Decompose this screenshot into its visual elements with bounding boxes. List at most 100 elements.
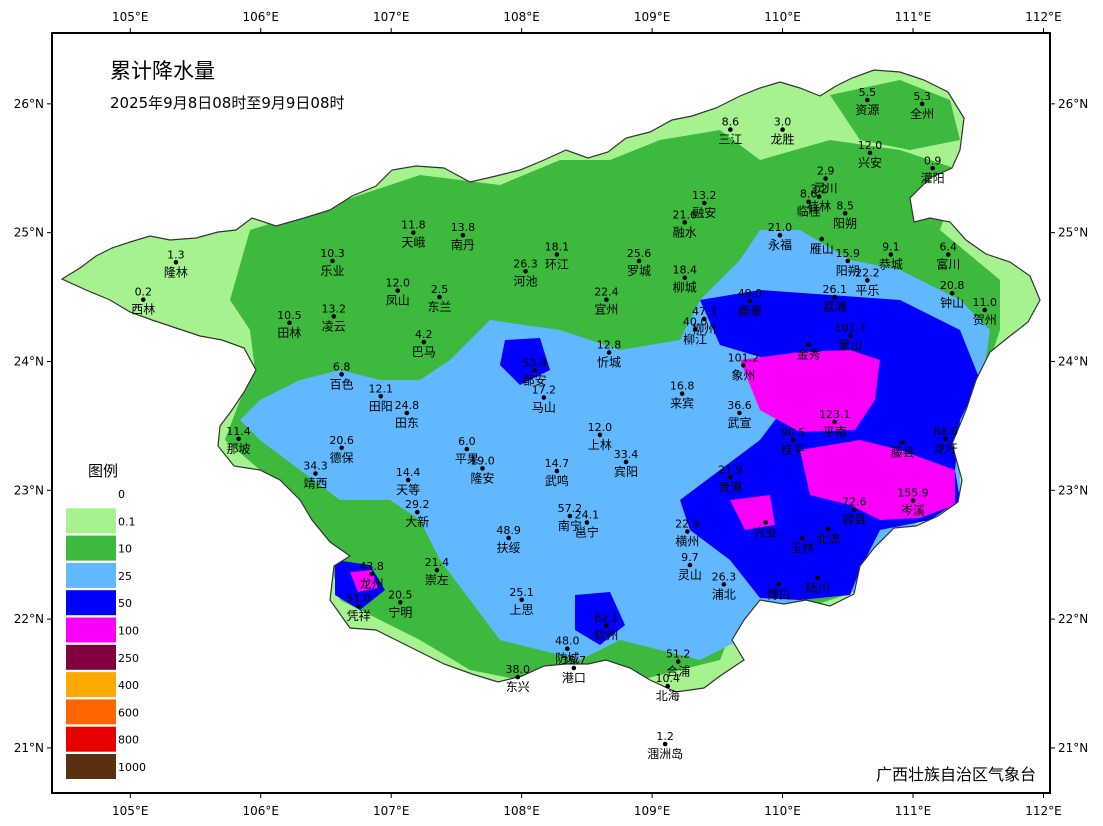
legend-label: 25 xyxy=(118,570,132,583)
station-value: 48.0 xyxy=(555,635,580,648)
station: 2.5 东兰 xyxy=(427,283,451,314)
station: 26.1 荔浦 xyxy=(822,283,847,314)
station-name: 横州 xyxy=(675,535,699,549)
station-dot xyxy=(865,278,870,283)
station: 72.6 容县 xyxy=(842,496,867,527)
station-name: 钟山 xyxy=(940,295,964,310)
station-name: 乐业 xyxy=(320,264,344,278)
station: 10.3 乐业 xyxy=(320,247,345,278)
station-dot xyxy=(236,436,241,442)
station: 11.4 那坡 xyxy=(226,425,251,456)
station-name: 田林 xyxy=(277,326,301,340)
station-name: 临桂 xyxy=(797,204,821,219)
station-dot xyxy=(910,498,916,503)
station-name: 灵川 xyxy=(814,182,838,196)
station-dot xyxy=(506,535,511,541)
station-name: 南宁 xyxy=(558,518,582,533)
station: 5.5 资源 xyxy=(855,86,879,117)
station: 11.0 贺州 xyxy=(973,296,998,327)
station-dot xyxy=(173,259,179,265)
station-name: 阳朔 xyxy=(833,215,857,230)
station-name: 富川 xyxy=(936,257,960,272)
station-value: 10.4 xyxy=(656,672,681,685)
station-name: 马山 xyxy=(532,401,556,415)
station-value: 18.4 xyxy=(672,264,697,277)
station: 40.0 柳江 xyxy=(683,315,708,346)
station: 0.9 灌阳 xyxy=(921,154,945,185)
station-dot xyxy=(414,509,420,515)
station: 25.6 罗城 xyxy=(627,247,652,278)
station: 12.8 忻城 xyxy=(597,338,622,369)
station: 38.0 东兴 xyxy=(505,663,530,694)
station: 6.4 富川 xyxy=(936,241,960,272)
station-value: 14.4 xyxy=(396,466,421,479)
station-name: 南丹 xyxy=(451,237,475,252)
station-dot xyxy=(737,410,742,416)
station-name: 龙州 xyxy=(360,577,384,591)
station-value: 11.8 xyxy=(401,219,426,232)
legend-label: 600 xyxy=(118,706,139,719)
station-name: 东兴 xyxy=(506,680,530,694)
station-name: 融安 xyxy=(692,205,716,220)
station-name: 巴马 xyxy=(412,345,436,359)
station-name: 贺州 xyxy=(973,313,997,327)
station-name: 岑溪 xyxy=(901,504,925,518)
station: 26.3 河池 xyxy=(513,257,538,288)
legend-label: 0.1 xyxy=(118,515,136,528)
station-dot xyxy=(845,258,851,264)
station-dot xyxy=(949,290,955,296)
station-name: 天等 xyxy=(396,483,420,497)
station-dot xyxy=(747,298,753,304)
lon-label-bottom: 111°E xyxy=(895,804,932,818)
station-dot xyxy=(339,372,344,377)
station-dot xyxy=(571,665,577,671)
map-frame xyxy=(51,32,1051,794)
lat-label-left: 21°N xyxy=(14,741,44,755)
station: 10.4 北海 xyxy=(656,672,681,703)
station: 1.3 隆林 xyxy=(164,248,188,279)
station-name: 桂林 xyxy=(807,199,831,214)
station-name: 鹿寨 xyxy=(738,303,762,318)
station-value: 26.3 xyxy=(513,257,538,270)
station-name: 龙圩 xyxy=(934,442,958,456)
station-name: 隆林 xyxy=(164,264,188,279)
province-boundary xyxy=(60,69,1041,693)
station-dot xyxy=(665,683,671,689)
station-name: 崇左 xyxy=(425,572,449,587)
lon-label-bottom: 107°E xyxy=(373,804,410,818)
legend-label: 250 xyxy=(118,652,139,665)
station-dot xyxy=(832,294,838,300)
station-value: 20.8 xyxy=(940,279,965,292)
legend-swatch xyxy=(66,644,116,670)
station-dot xyxy=(815,575,821,581)
station: 25.1 上思 xyxy=(509,586,534,617)
station-dot xyxy=(330,258,335,264)
station-value: 6.0 xyxy=(458,435,476,448)
station-value: 72.6 xyxy=(842,496,867,509)
station: 47.3 柳州 xyxy=(692,305,717,336)
station: 51.2 合浦 xyxy=(666,648,691,679)
station-value: 6.4 xyxy=(939,241,957,254)
station: 12.1 田阳 xyxy=(369,382,394,413)
station: 101.2 象州 xyxy=(728,351,760,382)
station: 陆川 xyxy=(806,575,830,595)
station-name: 贵港 xyxy=(718,480,742,494)
station: 19.0 隆安 xyxy=(470,454,495,485)
station: 11.8 天峨 xyxy=(401,219,426,250)
station-name: 凤山 xyxy=(386,294,410,308)
station: 玉林 xyxy=(790,535,814,555)
station: 21.9 贵港 xyxy=(718,463,743,494)
station-value: 20.6 xyxy=(329,434,354,447)
station: 6.0 平果 xyxy=(455,435,479,466)
station-name: 靖西 xyxy=(304,477,328,491)
station-name: 灌阳 xyxy=(921,171,945,185)
station: 43.8 龙州 xyxy=(359,560,384,591)
station-value: 8.6 xyxy=(722,116,740,129)
station-value: 10.3 xyxy=(320,247,345,260)
station-name: 邕宁 xyxy=(575,524,599,539)
legend-label: 100 xyxy=(118,625,139,638)
station-dot xyxy=(554,252,560,257)
station-dot xyxy=(930,165,935,171)
station: 155.9 岑溪 xyxy=(897,487,929,518)
station-name: 北流 xyxy=(816,532,840,546)
